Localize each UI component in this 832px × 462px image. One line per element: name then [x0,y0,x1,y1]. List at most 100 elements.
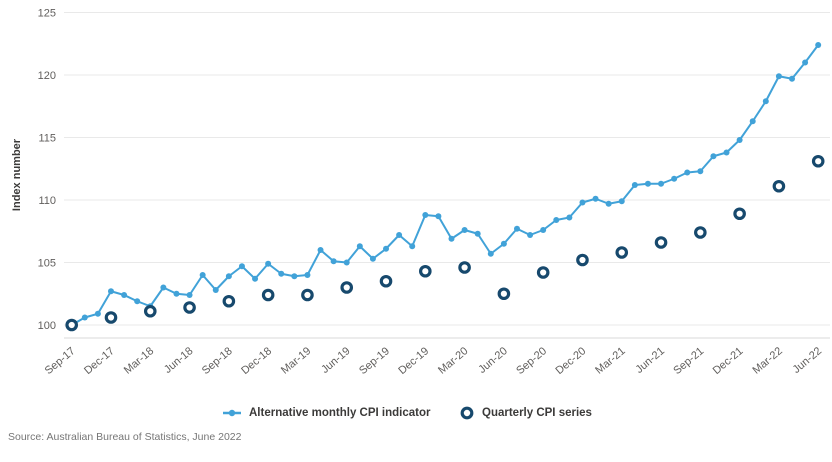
y-tick-label: 120 [38,70,56,82]
legend-label-quarterly: Quarterly CPI series [482,407,592,419]
quarterly-data-point [536,266,550,279]
monthly-data-point [317,247,324,253]
monthly-data-point [304,272,311,278]
monthly-data-point [631,182,638,188]
monthly-data-point [527,232,534,238]
monthly-data-point [383,245,390,252]
y-axis-title: Index number [11,138,23,211]
monthly-data-point [749,118,756,125]
monthly-data-point [789,75,796,82]
monthly-data-point [461,227,468,233]
monthly-data-point [173,290,180,297]
monthly-line-dot-icon [223,409,241,417]
quarterly-data-point [497,287,511,301]
monthly-data-point [448,235,455,242]
monthly-data-point [618,198,625,205]
quarterly-data-point [772,179,786,193]
x-tick-label: Dec-18 [239,345,274,377]
x-tick-label: Sep-21 [671,345,706,377]
monthly-data-point [435,213,442,220]
legend-item-quarterly-series: Quarterly CPI series [459,404,592,422]
y-tick-label: 105 [38,258,56,270]
x-tick-label: Sep-18 [200,345,235,377]
quarterly-data-point [694,226,707,239]
quarterly-data-point [340,281,354,294]
quarterly-open-circle-icon [460,406,474,420]
monthly-data-point [566,214,573,221]
x-tick-label: Mar-22 [750,345,784,377]
quarterly-data-point [811,154,825,168]
monthly-data-point [199,272,206,278]
monthly-data-point [291,273,298,280]
monthly-data-point [736,137,743,143]
quarterly-data-point [733,207,746,221]
legend-item-monthly-indicator: Alternative monthly CPI indicator [222,404,430,422]
x-tick-label: Dec-21 [711,345,746,377]
y-tick-label: 100 [38,320,56,332]
monthly-data-point [710,153,717,160]
monthly-data-point [487,250,494,257]
quarterly-data-point [419,264,432,278]
source-note: Source: Australian Bureau of Statistics,… [8,431,242,443]
quarterly-data-point [222,294,236,308]
monthly-data-point [684,169,691,176]
monthly-data-point [409,243,416,250]
quarterly-data-point [104,311,118,324]
quarterly-data-point [576,253,589,267]
monthly-data-point [775,73,782,80]
x-tick-label: Mar-21 [593,345,627,377]
monthly-data-point [592,195,599,202]
monthly-data-point [212,287,219,293]
x-tick-label: Dec-19 [396,345,431,377]
quarterly-data-point [143,304,157,318]
quarterly-data-point [379,274,393,288]
monthly-data-point [330,258,337,265]
x-tick-label: Dec-17 [82,345,117,377]
y-tick-label: 115 [38,133,56,145]
monthly-data-point [762,98,769,105]
quarterly-data-point [261,288,275,302]
quarterly-data-point [615,246,629,259]
quarterly-data-point [65,318,78,332]
monthly-data-point [252,275,259,282]
monthly-data-point [94,310,101,317]
monthly-data-point [474,230,481,237]
x-tick-label: Sep-17 [43,345,78,377]
monthly-data-point [81,314,88,321]
monthly-data-point [186,292,193,298]
y-tick-label: 125 [38,8,56,20]
monthly-data-point [134,298,141,305]
monthly-data-point [369,255,376,262]
monthly-data-point [238,263,245,270]
x-tick-labels: Sep-17 Dec-17 Mar-18 Jun-18 Sep-18 Dec-18 Mar-… [43,345,824,377]
monthly-data-point [697,168,704,175]
monthly-data-point [644,180,651,187]
monthly-data-point [658,180,665,187]
monthly-data-point [579,199,586,206]
quarterly-data-point [301,288,314,302]
x-tick-label: Dec-20 [554,345,589,377]
monthly-data-point [605,200,612,207]
monthly-data-point [500,240,507,247]
monthly-data-point [513,225,520,232]
monthly-data-point [160,284,167,291]
quarterly-data-point [458,261,471,274]
monthly-data-point [671,175,678,182]
x-tick-label: Mar-18 [122,345,156,377]
monthly-data-point [278,270,285,277]
monthly-data-point [225,273,232,280]
x-tick-label: Jun-20 [476,345,509,376]
quarterly-data-point [654,236,668,249]
x-tick-label: Jun-19 [319,345,352,376]
monthly-data-point [396,232,403,238]
chart-legend: Alternative monthly CPI indicator Quarte… [0,404,832,422]
x-tick-label: Mar-19 [279,345,313,377]
x-tick-label: Jun-22 [791,345,824,376]
x-tick-label: Mar-20 [436,345,470,377]
monthly-data-point [343,259,350,266]
monthly-data-point [553,217,560,223]
quarterly-data-point [183,301,196,314]
gridlines: 100 105 110 115 120 125 [38,8,830,332]
